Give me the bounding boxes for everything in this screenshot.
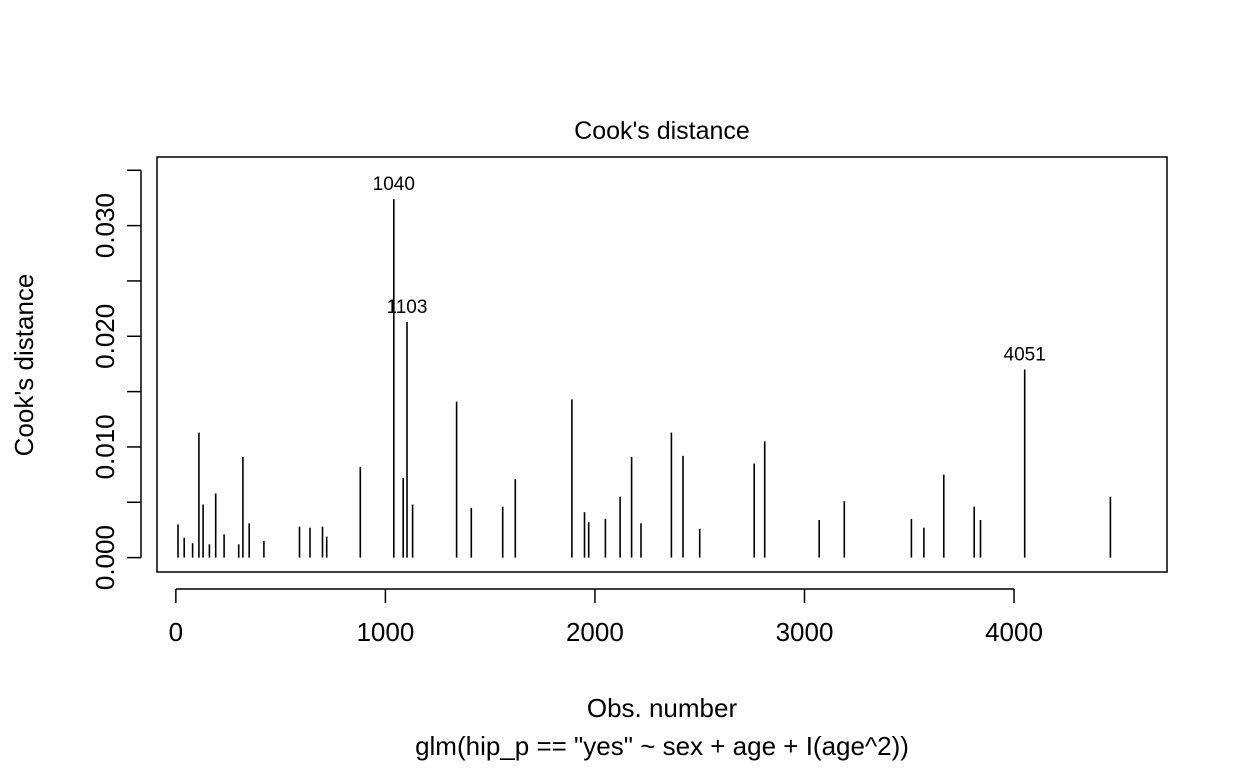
y-tick-label: 0.030: [90, 193, 120, 258]
model-formula: glm(hip_p == "yes" ~ sex + age + I(age^2…: [415, 731, 909, 761]
x-tick-label: 4000: [985, 617, 1043, 647]
y-axis: 0.000 0.010 0.020 0.030: [90, 169, 142, 590]
plot-frame: [156, 156, 1168, 573]
bar-series: [177, 199, 1112, 558]
point-label: 1040: [373, 174, 415, 195]
y-tick-label: 0.000: [90, 525, 120, 590]
y-tick-label: 0.010: [90, 414, 120, 479]
point-label: 4051: [1004, 345, 1046, 366]
x-axis-label: Obs. number: [587, 693, 738, 723]
point-label: 1103: [387, 297, 428, 318]
x-tick-label: 3000: [776, 617, 834, 647]
y-axis-label: Cook's distance: [9, 274, 39, 457]
x-tick-label: 0: [169, 617, 183, 647]
chart-title: Cook's distance: [574, 117, 750, 145]
y-tick-label: 0.020: [90, 304, 120, 369]
point-labels: 1040 1103 4051: [373, 174, 1046, 365]
x-tick-label: 1000: [356, 617, 414, 647]
x-axis: 0 1000 2000 3000 4000: [169, 588, 1043, 647]
x-tick-label: 2000: [566, 617, 624, 647]
